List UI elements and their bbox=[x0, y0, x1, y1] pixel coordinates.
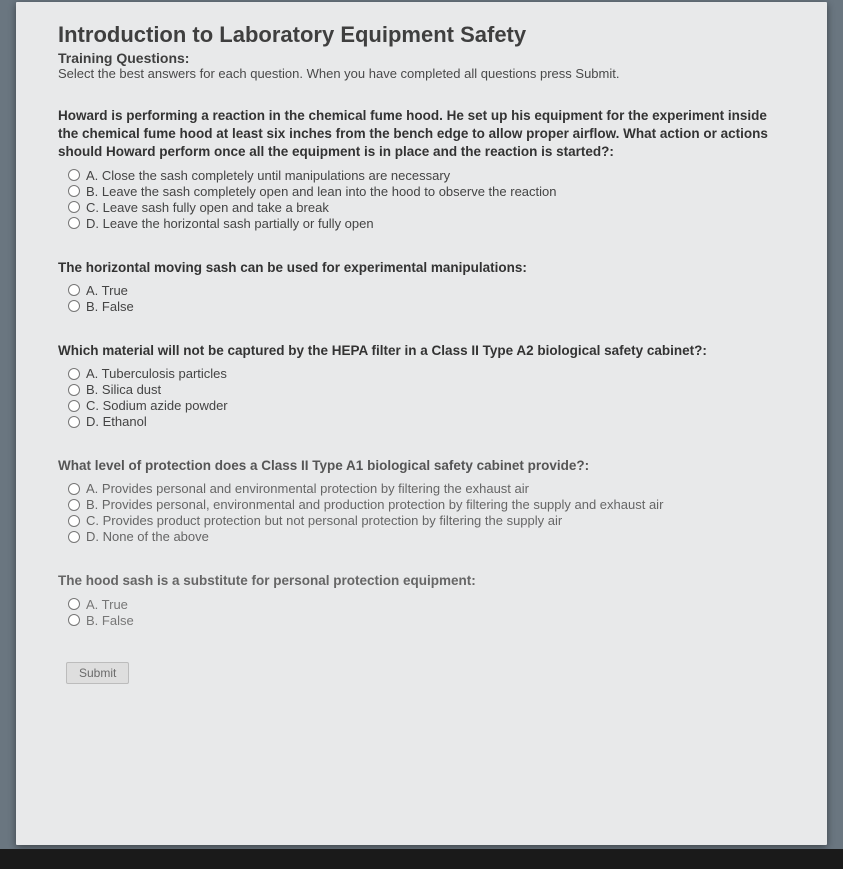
window-bottom-bar bbox=[0, 849, 843, 869]
radio-input[interactable] bbox=[68, 384, 80, 396]
radio-input[interactable] bbox=[68, 531, 80, 543]
radio-input[interactable] bbox=[68, 185, 80, 197]
question-block: What level of protection does a Class II… bbox=[58, 457, 785, 544]
option-row[interactable]: B. Provides personal, environmental and … bbox=[68, 497, 785, 512]
radio-input[interactable] bbox=[68, 368, 80, 380]
question-prompt: Which material will not be captured by t… bbox=[58, 342, 785, 360]
option-label: C. Sodium azide powder bbox=[86, 398, 228, 413]
option-label: A. Provides personal and environmental p… bbox=[86, 481, 529, 496]
radio-input[interactable] bbox=[68, 416, 80, 428]
question-prompt: Howard is performing a reaction in the c… bbox=[58, 107, 785, 162]
option-label: B. Leave the sash completely open and le… bbox=[86, 184, 557, 199]
option-label: B. False bbox=[86, 613, 134, 628]
option-row[interactable]: B. False bbox=[68, 613, 785, 628]
question-prompt: The horizontal moving sash can be used f… bbox=[58, 259, 785, 277]
option-label: B. False bbox=[86, 299, 134, 314]
option-row[interactable]: B. Leave the sash completely open and le… bbox=[68, 184, 785, 199]
question-block: Which material will not be captured by t… bbox=[58, 342, 785, 429]
radio-input[interactable] bbox=[68, 499, 80, 511]
option-row[interactable]: A. Provides personal and environmental p… bbox=[68, 481, 785, 496]
option-label: C. Provides product protection but not p… bbox=[86, 513, 562, 528]
option-row[interactable]: D. Ethanol bbox=[68, 414, 785, 429]
radio-input[interactable] bbox=[68, 400, 80, 412]
option-row[interactable]: B. Silica dust bbox=[68, 382, 785, 397]
option-row[interactable]: A. True bbox=[68, 283, 785, 298]
option-row[interactable]: D. None of the above bbox=[68, 529, 785, 544]
option-row[interactable]: C. Provides product protection but not p… bbox=[68, 513, 785, 528]
radio-input[interactable] bbox=[68, 614, 80, 626]
radio-input[interactable] bbox=[68, 598, 80, 610]
option-row[interactable]: D. Leave the horizontal sash partially o… bbox=[68, 216, 785, 231]
option-label: D. Ethanol bbox=[86, 414, 147, 429]
radio-input[interactable] bbox=[68, 201, 80, 213]
radio-input[interactable] bbox=[68, 483, 80, 495]
option-row[interactable]: A. Tuberculosis particles bbox=[68, 366, 785, 381]
option-row[interactable]: C. Leave sash fully open and take a brea… bbox=[68, 200, 785, 215]
option-label: A. True bbox=[86, 283, 128, 298]
option-label: B. Silica dust bbox=[86, 382, 161, 397]
option-row[interactable]: B. False bbox=[68, 299, 785, 314]
radio-input[interactable] bbox=[68, 217, 80, 229]
option-row[interactable]: A. Close the sash completely until manip… bbox=[68, 168, 785, 183]
option-row[interactable]: C. Sodium azide powder bbox=[68, 398, 785, 413]
option-label: D. Leave the horizontal sash partially o… bbox=[86, 216, 374, 231]
page-instructions: Select the best answers for each questio… bbox=[58, 66, 785, 81]
radio-input[interactable] bbox=[68, 284, 80, 296]
radio-input[interactable] bbox=[68, 515, 80, 527]
option-label: A. True bbox=[86, 597, 128, 612]
option-label: B. Provides personal, environmental and … bbox=[86, 497, 663, 512]
question-block: The hood sash is a substitute for person… bbox=[58, 572, 785, 627]
question-prompt: The hood sash is a substitute for person… bbox=[58, 572, 785, 590]
option-label: D. None of the above bbox=[86, 529, 209, 544]
quiz-page: Introduction to Laboratory Equipment Saf… bbox=[16, 2, 827, 845]
option-label: C. Leave sash fully open and take a brea… bbox=[86, 200, 329, 215]
radio-input[interactable] bbox=[68, 300, 80, 312]
option-label: A. Tuberculosis particles bbox=[86, 366, 227, 381]
question-block: The horizontal moving sash can be used f… bbox=[58, 259, 785, 314]
question-prompt: What level of protection does a Class II… bbox=[58, 457, 785, 475]
radio-input[interactable] bbox=[68, 169, 80, 181]
page-title: Introduction to Laboratory Equipment Saf… bbox=[58, 22, 785, 48]
option-row[interactable]: A. True bbox=[68, 597, 785, 612]
page-subhead: Training Questions: bbox=[58, 50, 785, 66]
question-block: Howard is performing a reaction in the c… bbox=[58, 107, 785, 231]
submit-button[interactable]: Submit bbox=[66, 662, 129, 684]
option-label: A. Close the sash completely until manip… bbox=[86, 168, 450, 183]
